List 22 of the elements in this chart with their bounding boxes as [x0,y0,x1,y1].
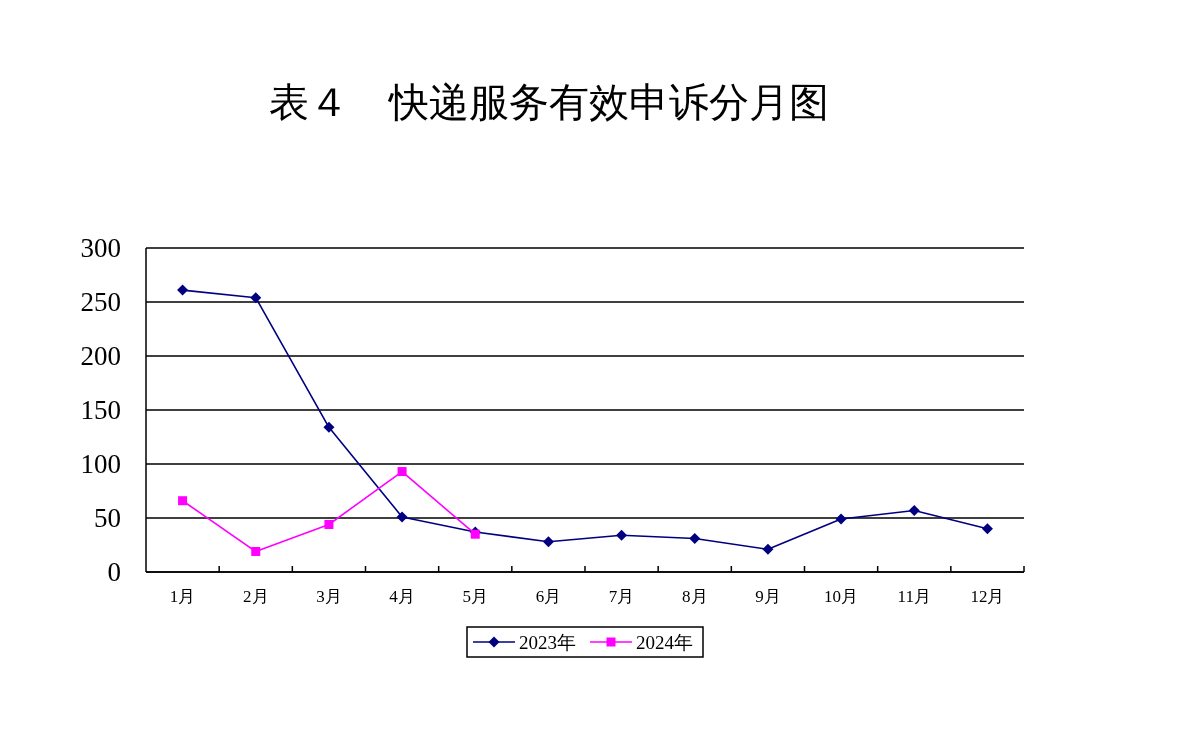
x-tick-label: 8月 [682,587,708,606]
x-tick-label: 12月 [970,587,1005,606]
x-tick-label: 6月 [535,587,562,606]
x-tick-label: 11月 [897,587,931,606]
x-tick-label: 1月 [169,587,196,606]
x-tick-label: 3月 [316,587,342,606]
legend-label: 2024年 [636,631,693,653]
y-tick-label: 300 [80,233,121,263]
y-tick-label: 100 [80,449,121,479]
y-tick-label: 0 [107,557,121,587]
x-tick-label: 10月 [824,587,859,606]
y-tick-label: 50 [94,503,121,533]
legend-label: 2023年 [519,631,576,653]
x-tick-label: 2月 [243,587,269,606]
y-tick-label: 150 [80,395,121,425]
x-tick-label: 7月 [608,587,635,606]
x-tick-label: 5月 [462,587,488,606]
x-tick-label: 4月 [389,587,415,606]
y-tick-label: 200 [80,341,121,371]
y-tick-label: 250 [80,287,121,317]
x-tick-label: 9月 [755,587,781,606]
title: 表４ 快递服务有效申诉分月图 [269,80,829,124]
